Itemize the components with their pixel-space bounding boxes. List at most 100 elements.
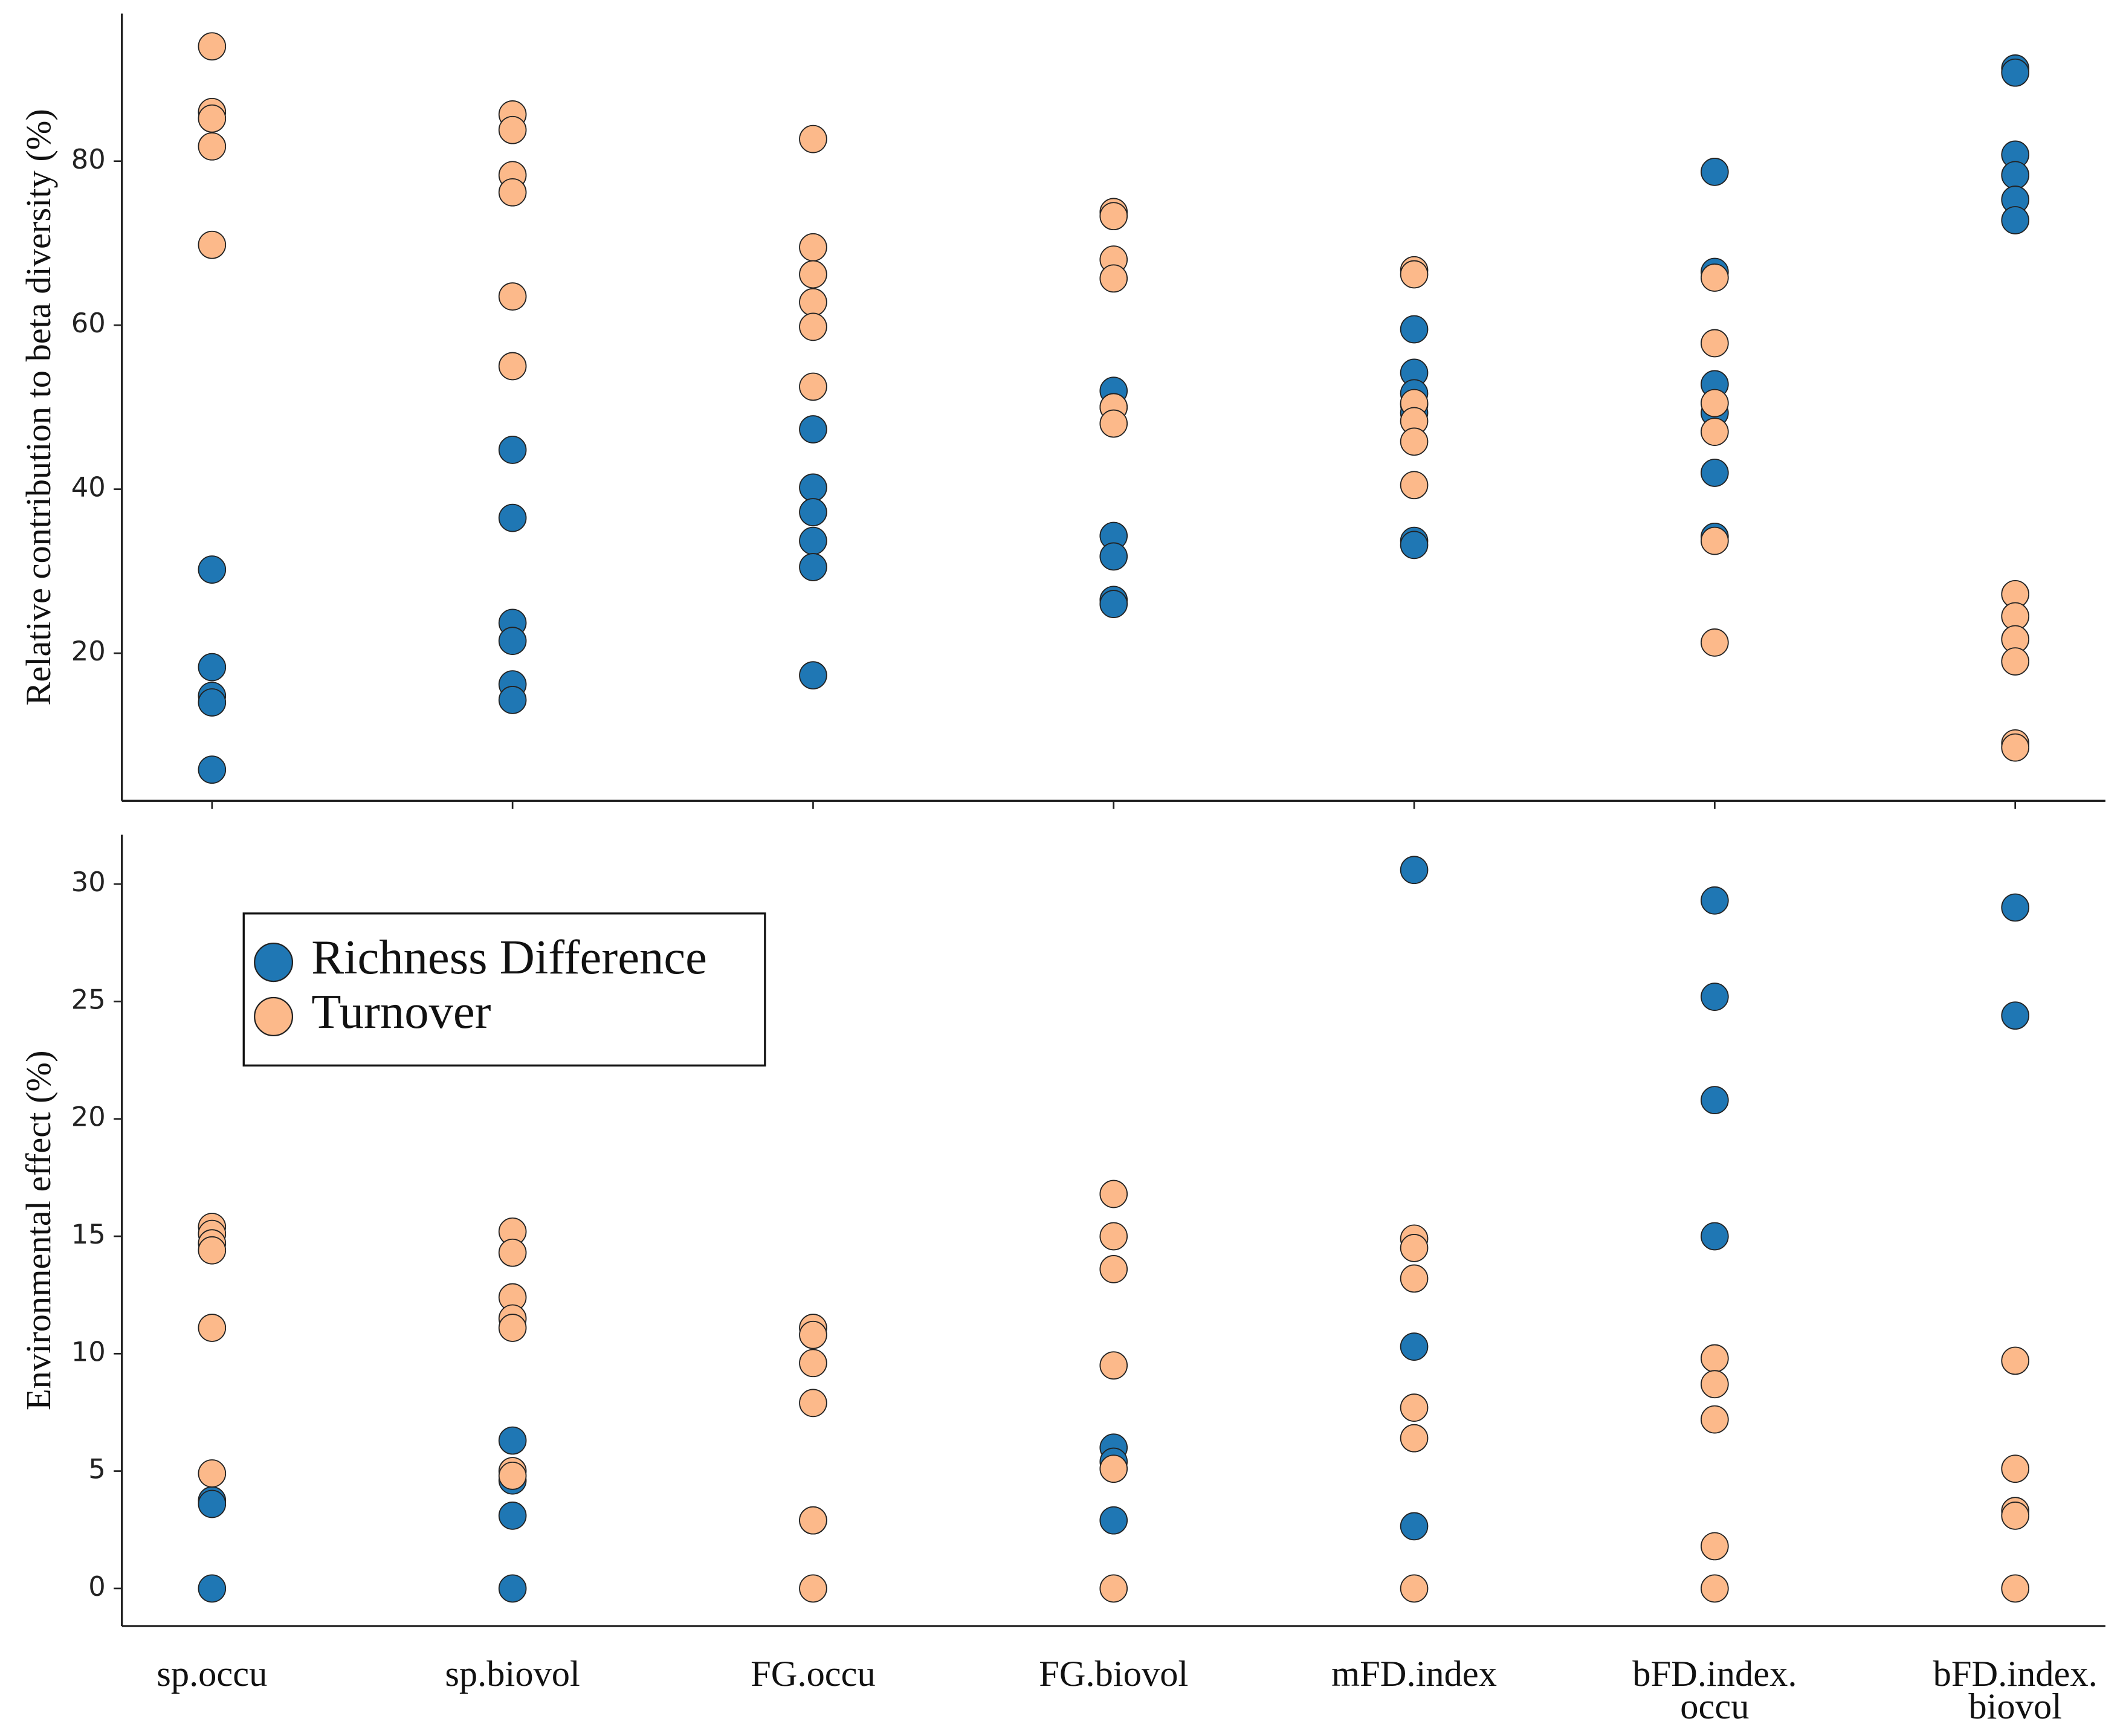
point <box>799 1574 827 1603</box>
point <box>1400 260 1429 289</box>
x-tick-label: sp.occu <box>157 1654 267 1694</box>
point <box>498 178 527 207</box>
point <box>2001 58 2029 87</box>
point <box>1701 983 1729 1011</box>
point <box>2001 1502 2029 1530</box>
x-tick-label-line: sp.occu <box>157 1654 267 1694</box>
point <box>1701 1370 1729 1399</box>
point <box>198 688 227 717</box>
point <box>198 1489 227 1518</box>
point <box>1099 1255 1128 1283</box>
legend-label: Richness Difference <box>311 931 707 984</box>
point <box>1099 1506 1128 1535</box>
point <box>799 233 827 262</box>
y-tick-label: 80 <box>71 143 106 175</box>
point <box>1099 1574 1128 1603</box>
point <box>799 124 827 153</box>
point <box>1701 628 1729 657</box>
point <box>1099 1351 1128 1380</box>
y-tick-label: 15 <box>71 1218 106 1250</box>
point <box>2001 733 2029 762</box>
point <box>1400 1512 1429 1541</box>
point <box>1400 1393 1429 1422</box>
point <box>799 312 827 341</box>
point <box>799 1320 827 1349</box>
point <box>1400 1424 1429 1453</box>
point <box>2001 1574 2029 1603</box>
point <box>1400 427 1429 456</box>
point <box>198 1459 227 1488</box>
point <box>1099 1179 1128 1208</box>
point <box>198 132 227 161</box>
x-tick-label: FG.occu <box>751 1654 876 1694</box>
point <box>198 230 227 259</box>
y-tick-label: 25 <box>71 983 106 1015</box>
y-axis-label: Environmental effect (%) <box>19 1050 58 1410</box>
point <box>1701 418 1729 446</box>
point <box>799 526 827 555</box>
y-tick-label: 20 <box>71 1101 106 1133</box>
x-tick-label-line: bFD.index. <box>1632 1654 1797 1694</box>
point <box>1701 1574 1729 1603</box>
point <box>799 553 827 581</box>
x-tick-label: FG.biovol <box>1039 1654 1188 1694</box>
y-tick-label: 0 <box>88 1570 106 1602</box>
y-tick-label: 20 <box>71 635 106 667</box>
legend-label: Turnover <box>311 985 491 1039</box>
x-tick-label-line: bFD.index. <box>1933 1654 2098 1694</box>
point <box>1099 1222 1128 1251</box>
point <box>799 1389 827 1418</box>
legend-box <box>242 912 766 1067</box>
point <box>1701 1532 1729 1561</box>
x-tick-label-line: FG.occu <box>751 1654 876 1694</box>
y-tick-label: 30 <box>71 866 106 898</box>
x-tick-label-line: sp.biovol <box>445 1654 580 1694</box>
point <box>1099 409 1128 438</box>
point <box>198 104 227 133</box>
point <box>1400 1264 1429 1293</box>
point <box>498 282 527 311</box>
point <box>2001 206 2029 234</box>
point <box>1701 1405 1729 1434</box>
legend-marker <box>254 943 294 983</box>
point <box>2001 647 2029 676</box>
point <box>1099 202 1128 231</box>
point <box>198 1314 227 1342</box>
point <box>198 32 227 61</box>
point <box>498 436 527 464</box>
point <box>799 1506 827 1535</box>
point <box>498 1502 527 1530</box>
x-tick-label-line: mFD.index <box>1331 1654 1497 1694</box>
x-tick-label: bFD.index. occu <box>1632 1654 1797 1727</box>
x-tick-label: sp.biovol <box>445 1654 580 1694</box>
point <box>1400 531 1429 560</box>
point <box>799 1349 827 1378</box>
point <box>1400 471 1429 500</box>
y-tick-label: 60 <box>71 307 106 339</box>
point <box>1701 526 1729 555</box>
point <box>2001 1454 2029 1483</box>
point <box>1701 389 1729 418</box>
y-tick-label: 10 <box>71 1335 106 1367</box>
point <box>1400 1332 1429 1361</box>
point <box>1400 315 1429 344</box>
point <box>498 115 527 144</box>
point <box>799 661 827 690</box>
point <box>198 755 227 784</box>
point <box>498 503 527 532</box>
point <box>1701 263 1729 292</box>
point <box>1701 158 1729 186</box>
point <box>1701 886 1729 915</box>
point <box>498 1461 527 1490</box>
x-tick-label-line: occu <box>1680 1686 1749 1727</box>
point <box>1400 856 1429 885</box>
point <box>799 498 827 526</box>
point <box>198 1236 227 1265</box>
x-tick-label: bFD.index. biovol <box>1933 1654 2098 1727</box>
point <box>2001 1001 2029 1030</box>
point <box>799 288 827 317</box>
point <box>1400 1574 1429 1603</box>
point <box>799 372 827 401</box>
